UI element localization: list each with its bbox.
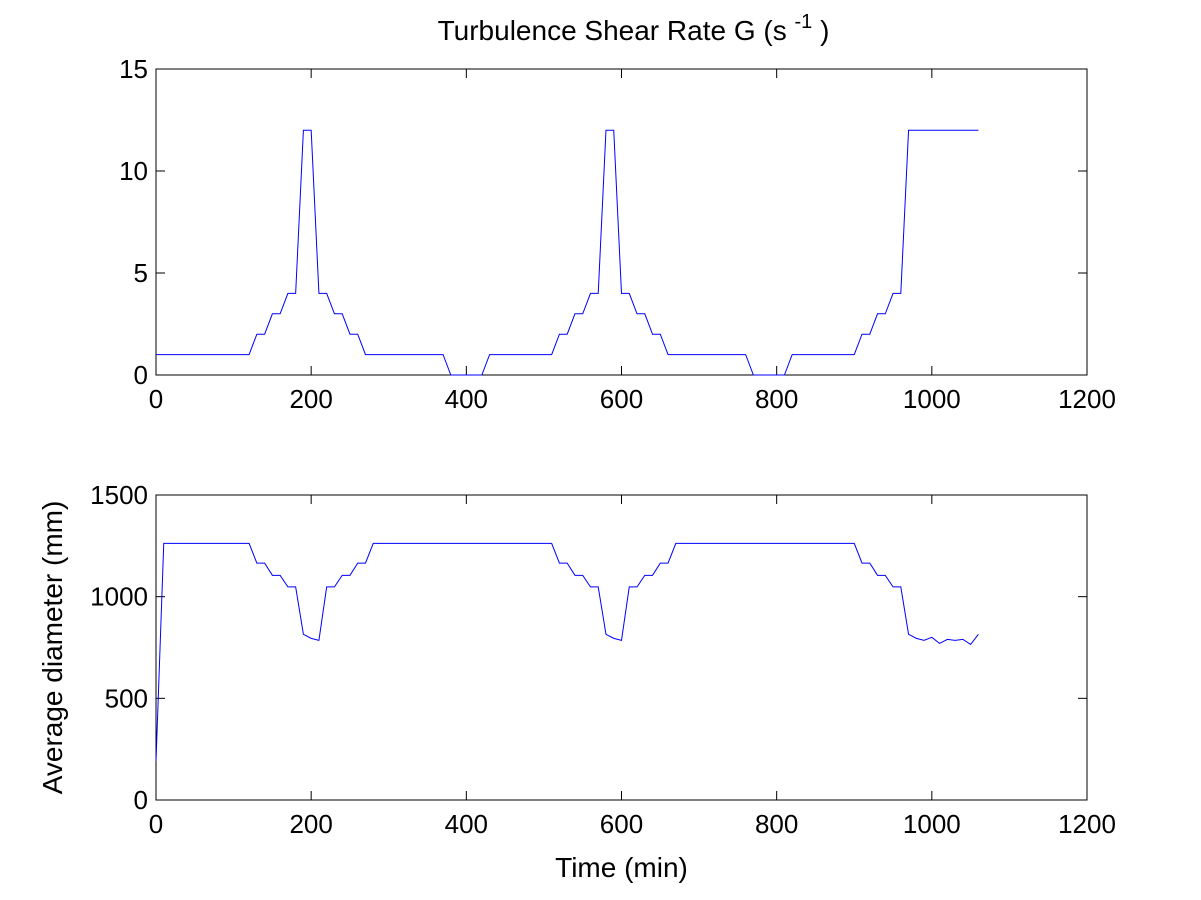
x-tick-label: 200 [289,809,332,839]
y-tick-label: 10 [119,156,148,186]
x-tick-label: 600 [600,384,643,414]
chart-title: Turbulence Shear Rate G (s -1 ) [438,3,830,46]
y-axis-label: Average diameter (mm) [37,501,68,795]
plot-area-frame [155,68,1088,376]
y-tick-label: 1500 [90,480,148,510]
x-tick-label: 1000 [903,384,961,414]
x-tick-label: 0 [149,384,163,414]
chart-title-end: ) [820,15,829,46]
ticks-group [155,494,1088,801]
tick-labels-group: 0 200 400 600 800 1000 1200 0 500 1000 1500 [90,480,1116,839]
series-line [155,542,979,762]
y-tick-label: 0 [134,360,148,390]
ticks-group [155,68,1088,376]
plot-area-frame [155,494,1088,801]
x-tick-label: 400 [445,809,488,839]
series-group [156,129,979,376]
chart-title-superscript: -1 [795,11,813,33]
y-tick-label: 5 [134,258,148,288]
x-tick-label: 1200 [1058,384,1116,414]
series-group [155,542,979,762]
x-tick-label: 0 [149,809,163,839]
x-tick-label: 800 [755,809,798,839]
x-tick-label: 1200 [1058,809,1116,839]
y-tick-label: 500 [105,683,148,713]
x-tick-label: 400 [445,384,488,414]
tick-labels-group: 0 200 400 600 800 1000 1200 0 5 10 15 [119,54,1116,414]
x-tick-label: 200 [289,384,332,414]
x-tick-label: 600 [600,809,643,839]
shear-rate-chart: Turbulence Shear Rate G (s -1 ) 0 200 400 6… [119,3,1116,414]
average-diameter-chart: Time (min) Average diameter (mm) 0 200 400… [37,480,1116,883]
y-tick-label: 1000 [90,582,148,612]
series-line [156,129,979,376]
chart-title-text: Turbulence Shear Rate G (s [438,15,787,46]
x-axis-label: Time (min) [555,852,688,883]
x-tick-label: 1000 [903,809,961,839]
y-tick-label: 0 [134,785,148,815]
x-tick-label: 800 [755,384,798,414]
y-tick-label: 15 [119,54,148,84]
